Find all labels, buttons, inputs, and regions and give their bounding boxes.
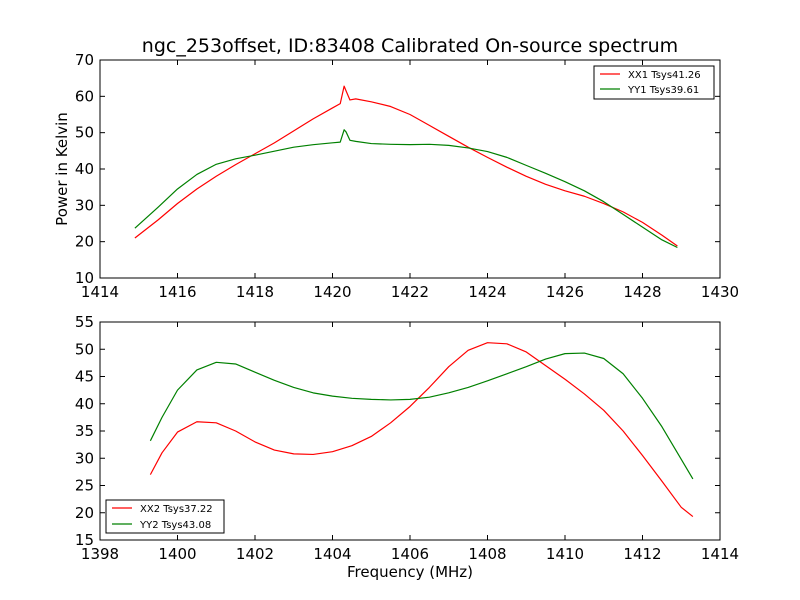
top-y-tick-label: 60 [75, 87, 94, 105]
top-x-tick-label: 1414 [81, 283, 119, 301]
bottom-y-tick-label: 20 [75, 504, 94, 522]
bottom-series-layer [149, 342, 694, 518]
bottom-y-tick-label: 35 [75, 422, 94, 440]
chart-title: ngc_253offset, ID:83408 Calibrated On-so… [142, 35, 678, 57]
bottom-legend-label-xx2: XX2 Tsys37.22 [140, 504, 213, 515]
bottom-series-line-1 [149, 342, 694, 518]
bottom-y-tick-label: 40 [75, 395, 94, 413]
bottom-x-tick-label: 1398 [81, 545, 119, 563]
top-y-tick-label: 70 [75, 51, 94, 69]
bottom-legend-label-yy2: YY2 Tsys43.08 [139, 520, 211, 531]
x-axis-label: Frequency (MHz) [347, 563, 473, 581]
bottom-y-tick-label: 15 [75, 531, 94, 549]
bottom-legend: XX2 Tsys37.22 YY2 Tsys43.08 [105, 499, 225, 534]
bottom-y-tick-label: 25 [75, 477, 94, 495]
bottom-x-tick-label: 1410 [546, 545, 584, 563]
bottom-series-line-2 [149, 352, 694, 480]
top-legend-label-xx1: XX1 Tsys41.26 [628, 70, 701, 81]
top-y-tick-label: 10 [75, 269, 94, 287]
bottom-x-tick-label: 1414 [701, 545, 739, 563]
top-x-tick-label: 1430 [701, 283, 739, 301]
top-ticks-layer: 1414 1416 1418 1420 1422 1424 1426 1428 1430 10 20… [75, 51, 739, 301]
top-series-line-2 [134, 129, 678, 249]
bottom-y-tick-label: 50 [75, 340, 94, 358]
bottom-x-tick-label: 1404 [313, 545, 351, 563]
top-panel: 1414 1416 1418 1420 1422 1424 1426 1428 1430 10 20… [53, 51, 739, 301]
top-y-tick-label: 40 [75, 160, 94, 178]
bottom-x-tick-label: 1402 [236, 545, 274, 563]
top-x-tick-label: 1424 [468, 283, 506, 301]
top-legend-box [593, 65, 715, 100]
top-y-tick-label: 30 [75, 196, 94, 214]
bottom-ticks-layer: 1398 1400 1402 1404 1406 1408 1410 1412 1414 15 20… [75, 313, 739, 563]
top-y-axis-label: Power in Kelvin [53, 112, 71, 226]
top-series-line-1 [134, 85, 678, 247]
top-x-tick-label: 1416 [158, 283, 196, 301]
top-legend-label-yy1: YY1 Tsys39.61 [627, 85, 699, 96]
top-legend: XX1 Tsys41.26 YY1 Tsys39.61 [593, 65, 715, 100]
bottom-y-tick-label: 45 [75, 368, 94, 386]
top-x-tick-label: 1418 [236, 283, 274, 301]
bottom-y-tick-label: 30 [75, 449, 94, 467]
bottom-x-tick-label: 1406 [391, 545, 429, 563]
top-x-tick-label: 1420 [313, 283, 351, 301]
bottom-y-tick-label: 55 [75, 313, 94, 331]
top-x-tick-label: 1422 [391, 283, 429, 301]
bottom-legend-box [105, 499, 225, 534]
top-x-tick-label: 1428 [623, 283, 661, 301]
top-y-tick-label: 20 [75, 233, 94, 251]
top-series-layer [134, 85, 678, 249]
bottom-x-tick-label: 1412 [623, 545, 661, 563]
bottom-x-tick-label: 1408 [468, 545, 506, 563]
top-x-tick-label: 1426 [546, 283, 584, 301]
bottom-panel: 1398 1400 1402 1404 1406 1408 1410 1412 1414 15 20… [75, 313, 739, 581]
bottom-x-tick-label: 1400 [158, 545, 196, 563]
top-y-tick-label: 50 [75, 124, 94, 142]
